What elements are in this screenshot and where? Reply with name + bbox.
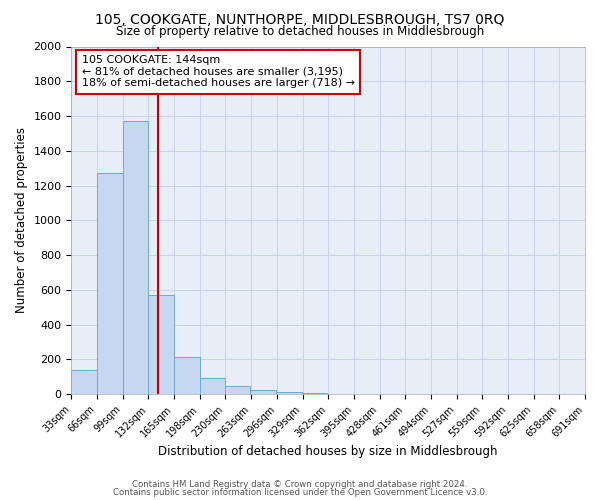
Bar (148, 295, 174, 394)
Bar (276, 392, 302, 394)
X-axis label: Distribution of detached houses by size in Middlesbrough: Distribution of detached houses by size … (158, 444, 498, 458)
Bar (250, 390, 276, 394)
Text: Size of property relative to detached houses in Middlesbrough: Size of property relative to detached ho… (116, 25, 484, 38)
Text: Contains HM Land Registry data © Crown copyright and database right 2024.: Contains HM Land Registry data © Crown c… (132, 480, 468, 489)
Bar (97, 172, 123, 394)
Y-axis label: Number of detached properties: Number of detached properties (15, 128, 28, 314)
Text: 105, COOKGATE, NUNTHORPE, MIDDLESBROUGH, TS7 0RQ: 105, COOKGATE, NUNTHORPE, MIDDLESBROUGH,… (95, 12, 505, 26)
Bar (174, 357, 200, 394)
Bar (71, 370, 97, 394)
Text: Contains public sector information licensed under the Open Government Licence v3: Contains public sector information licen… (113, 488, 487, 497)
Bar (200, 378, 226, 394)
Bar (225, 386, 250, 394)
Text: 105 COOKGATE: 144sqm
← 81% of detached houses are smaller (3,195)
18% of semi-de: 105 COOKGATE: 144sqm ← 81% of detached h… (82, 55, 355, 88)
Bar (123, 122, 148, 394)
